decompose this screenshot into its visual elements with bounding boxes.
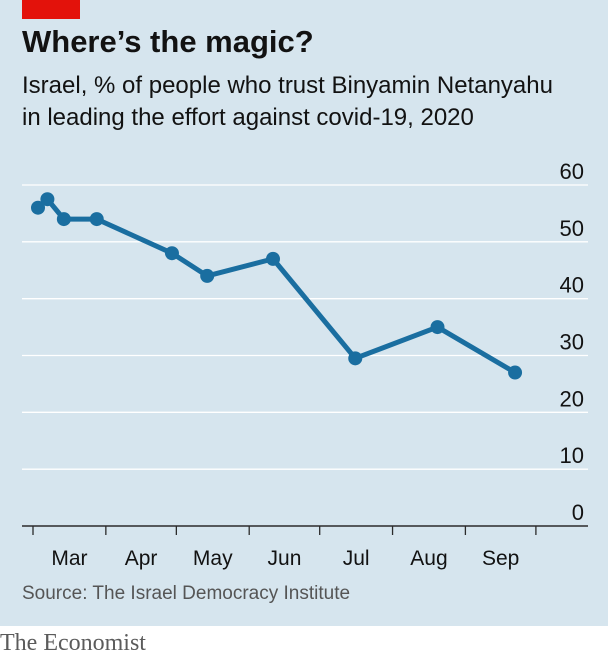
y-tick-labels: 0 10 20 30 40 50 60: [560, 159, 584, 525]
x-tick-label: Aug: [410, 547, 447, 570]
y-tick-label: 10: [560, 443, 584, 468]
data-point: [200, 268, 215, 283]
x-tick-label: Apr: [125, 547, 158, 570]
data-point: [430, 320, 445, 335]
chart-title: Where’s the magic?: [22, 24, 314, 59]
data-point: [31, 200, 45, 215]
red-brand-tag: [22, 0, 80, 19]
x-ticks: Mar Apr May Jun Jul Aug Sep: [32, 526, 537, 570]
x-tick-label: Sep: [482, 547, 519, 570]
data-point: [56, 212, 71, 227]
economist-logo: The Economist: [0, 630, 146, 656]
y-tick-label: 20: [560, 386, 584, 411]
y-tick-label: 60: [560, 159, 584, 184]
gridlines: [22, 184, 588, 527]
series-line: [35, 196, 518, 376]
chart-panel: [0, 0, 608, 626]
y-tick-label: 30: [560, 330, 584, 355]
data-point: [266, 251, 280, 266]
data-point: [508, 365, 523, 380]
x-tick-label: May: [193, 547, 233, 570]
data-point: [164, 246, 179, 261]
y-tick-label: 0: [572, 500, 584, 525]
line-chart: 0 10 20 30 40 50 60 Mar Apr May Jun Jul Aug Sep: [22, 159, 588, 570]
y-tick-label: 40: [560, 273, 584, 298]
data-point: [89, 212, 104, 227]
x-tick-label: Jun: [268, 547, 302, 570]
subtitle-line-2: in leading the effort against covid-19, …: [22, 104, 474, 132]
chart-subtitle: Israel, % of people who trust Binyamin N…: [22, 70, 602, 134]
x-tick-label: Mar: [51, 547, 87, 570]
subtitle-line-1: Israel, % of people who trust Binyamin N…: [22, 72, 553, 99]
data-point: [348, 351, 363, 366]
y-tick-label: 50: [560, 216, 584, 241]
data-point: [40, 192, 55, 207]
source-note: Source: The Israel Democracy Institute: [22, 583, 351, 604]
data-series: [31, 192, 523, 380]
x-tick-label: Jul: [343, 547, 370, 570]
